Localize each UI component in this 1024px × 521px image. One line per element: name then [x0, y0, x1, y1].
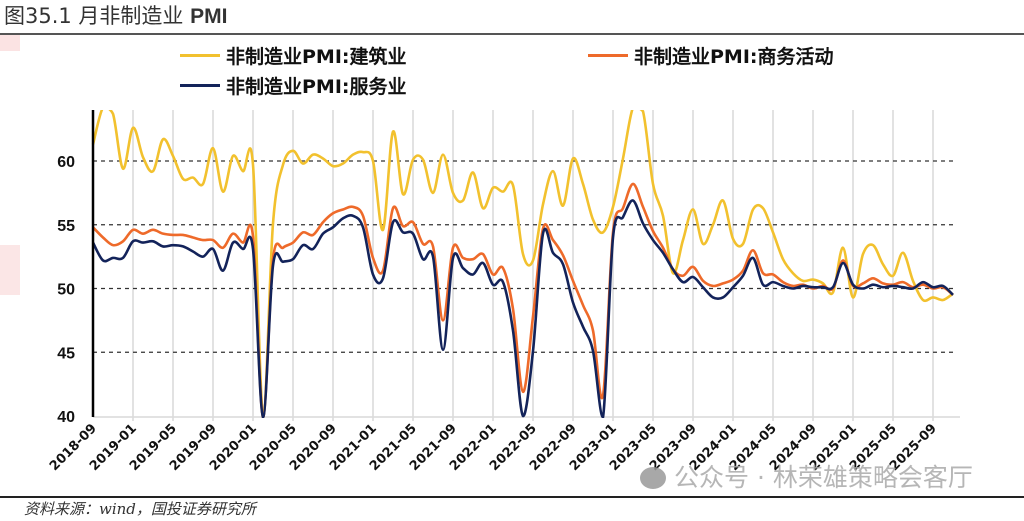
y-tick-label: 50 — [57, 282, 75, 299]
y-tick-label: 60 — [57, 154, 75, 171]
series-line-0 — [91, 110, 954, 418]
legend-swatch — [588, 54, 628, 57]
decorative-block — [0, 245, 20, 295]
y-tick-label: 40 — [57, 409, 75, 426]
series-line-2 — [91, 199, 954, 418]
legend-label: 非制造业PMI:服务业 — [226, 76, 407, 98]
title-text: 图35.1 月非制造业 — [4, 4, 191, 28]
figure-title: 图35.1 月非制造业 PMI — [4, 0, 227, 30]
wechat-icon — [640, 467, 666, 489]
title-divider — [0, 33, 1024, 35]
watermark: 公众号 · 林荣雄策略会客厅 — [640, 464, 973, 492]
footer-divider — [0, 496, 1024, 498]
legend-item-construction: 非制造业PMI:建筑业 — [180, 42, 407, 69]
title-bold-text: PMI — [190, 5, 228, 28]
source-note: 资料来源：wind，国投证券研究所 — [24, 500, 256, 518]
legend-label: 非制造业PMI:商务活动 — [634, 46, 834, 68]
decorative-block — [0, 35, 20, 51]
legend-swatch — [180, 54, 220, 57]
legend-swatch — [180, 84, 220, 87]
legend-label: 非制造业PMI:建筑业 — [226, 46, 407, 68]
watermark-text: 公众号 · 林荣雄策略会客厅 — [674, 463, 973, 492]
y-tick-label: 55 — [57, 218, 75, 235]
series-line-1 — [92, 182, 954, 418]
legend-item-services: 非制造业PMI:服务业 — [180, 72, 407, 99]
y-tick-label: 45 — [57, 345, 75, 362]
legend-item-business-activity: 非制造业PMI:商务活动 — [588, 42, 834, 69]
